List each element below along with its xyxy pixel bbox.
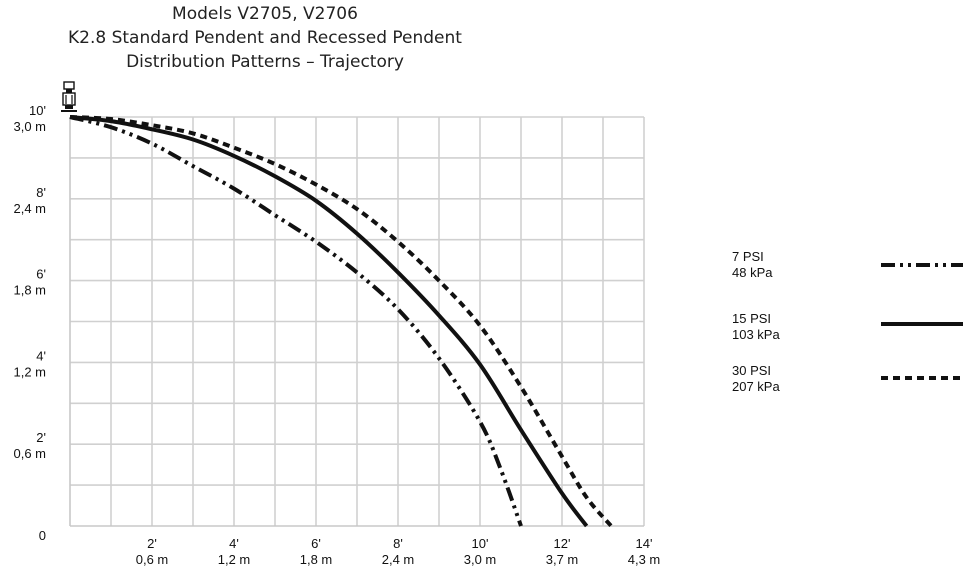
y-tick-label-m: 0,6 m xyxy=(13,446,46,461)
x-tick-label-ft: 4' xyxy=(229,536,239,551)
x-tick-label-m: 1,8 m xyxy=(300,552,333,567)
x-tick-label-ft: 2' xyxy=(147,536,157,551)
y-tick-label-m: 1,2 m xyxy=(13,364,46,379)
y-tick-label-ft: 2' xyxy=(36,430,46,445)
legend-label-30psi: 30 PSI 207 kPa xyxy=(732,363,780,395)
y-tick-label-m: 1,8 m xyxy=(13,283,46,298)
tick-labels: 2'0,6 m4'1,2 m6'1,8 m8'2,4 m10'3,0 m12'3… xyxy=(13,103,660,567)
x-tick-label-ft: 12' xyxy=(554,536,571,551)
series-line-15psi xyxy=(69,115,589,528)
x-tick-label-m: 1,2 m xyxy=(218,552,251,567)
sprinkler-icon xyxy=(61,81,77,112)
legend-swatches xyxy=(881,263,963,380)
y-tick-label-ft: 8' xyxy=(36,185,46,200)
y-tick-label-m: 3,0 m xyxy=(13,119,46,134)
x-tick-label-m: 4,3 m xyxy=(628,552,661,567)
legend-7psi-kpa: 48 kPa xyxy=(732,265,773,280)
series-line-30psi xyxy=(69,115,613,528)
x-tick-label-ft: 10' xyxy=(472,536,489,551)
chart-title-line-3: Distribution Patterns – Trajectory xyxy=(126,52,404,72)
y-tick-label-ft: 6' xyxy=(36,267,46,282)
legend-label-7psi: 7 PSI 48 kPa xyxy=(732,249,772,281)
y-tick-label-ft: 10' xyxy=(29,103,46,118)
legend-15psi-kpa: 103 kPa xyxy=(732,327,780,342)
legend-30psi-name: 30 PSI xyxy=(732,363,772,378)
legend-30psi-kpa: 207 kPa xyxy=(732,379,780,394)
x-tick-label-ft: 6' xyxy=(311,536,321,551)
y-tick-label-ft: 4' xyxy=(36,348,46,363)
x-tick-label-m: 0,6 m xyxy=(136,552,169,567)
series-lines xyxy=(69,115,613,528)
y-tick-label-ft: 0 xyxy=(39,528,46,543)
x-tick-label-m: 3,7 m xyxy=(546,552,579,567)
x-tick-label-m: 3,0 m xyxy=(464,552,497,567)
chart-title-line-2: K2.8 Standard Pendent and Recessed Pende… xyxy=(68,28,462,48)
legend-7psi-name: 7 PSI xyxy=(732,249,764,264)
chart-grid xyxy=(70,116,645,526)
x-tick-label-ft: 14' xyxy=(636,536,653,551)
y-tick-label-m: 2,4 m xyxy=(13,201,46,216)
chart-axes xyxy=(69,117,644,527)
x-tick-label-ft: 8' xyxy=(393,536,403,551)
legend-15psi-name: 15 PSI xyxy=(732,311,772,326)
legend-label-15psi: 15 PSI 103 kPa xyxy=(732,311,780,343)
x-tick-label-m: 2,4 m xyxy=(382,552,415,567)
chart-title-line-1: Models V2705, V2706 xyxy=(172,4,358,24)
